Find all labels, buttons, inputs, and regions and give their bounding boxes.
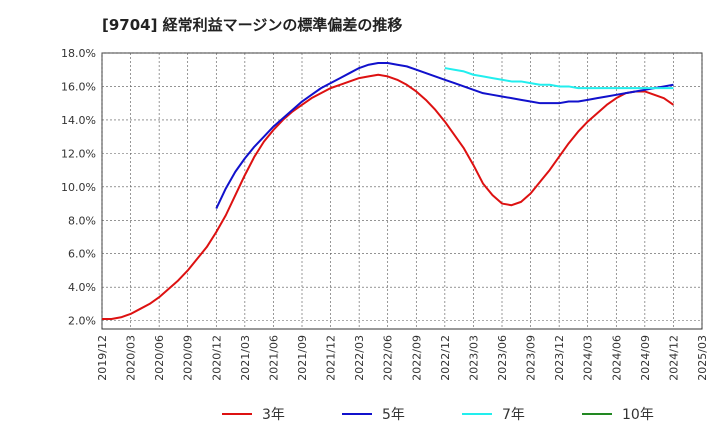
x-tick-label: 2024/09 [639,335,652,381]
x-tick-label: 2022/03 [353,335,366,381]
series-line-3年 [102,73,675,320]
x-tick-label: 2024/12 [667,335,680,381]
x-tick-label: 2023/03 [467,335,480,381]
x-tick-label: 2021/03 [239,335,252,381]
series-line-7年 [444,67,674,90]
plot-area [101,52,703,330]
x-tick-label: 2023/09 [525,335,538,381]
y-tick-label: 12.0% [61,147,96,160]
x-tick-label: 2021/12 [325,335,338,381]
x-tick-label: 2020/06 [153,335,166,381]
x-tick-label: 2021/09 [296,335,309,381]
x-tick-label: 2019/12 [96,335,109,381]
legend-item: 7年 [462,407,525,423]
y-tick-labels: 2.0% 4.0% 6.0% 8.0% 10.0% 12.0% 14.0% 16.0% 18.0… [61,47,96,328]
x-tick-label: 2020/12 [210,335,223,381]
legend-item: 5年 [342,407,405,423]
legend-item: 10年 [582,407,654,423]
x-tick-label: 2025/03 [696,335,709,381]
legend-item: 3年 [222,407,285,423]
chart-title: [9704] 経常利益マージンの標準偏差の推移 [102,16,403,34]
x-tick-label: 2020/03 [125,335,138,381]
y-tick-label: 16.0% [61,80,96,93]
series-line-5年 [215,62,674,209]
series-layer [102,62,675,320]
x-tick-label: 2022/09 [410,335,423,381]
y-tick-label: 14.0% [61,114,96,127]
legend-label: 7年 [502,407,525,423]
y-tick-label: 2.0% [68,315,96,328]
y-tick-label: 18.0% [61,47,96,60]
legend: 3年 5年 7年 10年 [222,407,654,423]
y-tick-label: 8.0% [68,214,96,227]
x-tick-label: 2020/09 [182,335,195,381]
y-tick-label: 10.0% [61,181,96,194]
y-tick-label: 4.0% [68,281,96,294]
x-tick-label: 2022/06 [382,335,395,381]
x-tick-label: 2023/12 [553,335,566,381]
x-tick-label: 2021/06 [267,335,280,381]
x-tick-labels: 2019/12 2020/03 2020/06 2020/09 2020/12 2021/… [96,335,709,381]
legend-label: 5年 [382,407,405,423]
x-tick-label: 2023/06 [496,335,509,381]
grid-layer [101,52,703,329]
legend-label: 3年 [262,407,285,423]
x-tick-label: 2024/03 [582,335,595,381]
x-tick-label: 2024/06 [610,335,623,381]
y-tick-label: 6.0% [68,248,96,261]
legend-label: 10年 [622,407,654,423]
x-tick-label: 2022/12 [439,335,452,381]
